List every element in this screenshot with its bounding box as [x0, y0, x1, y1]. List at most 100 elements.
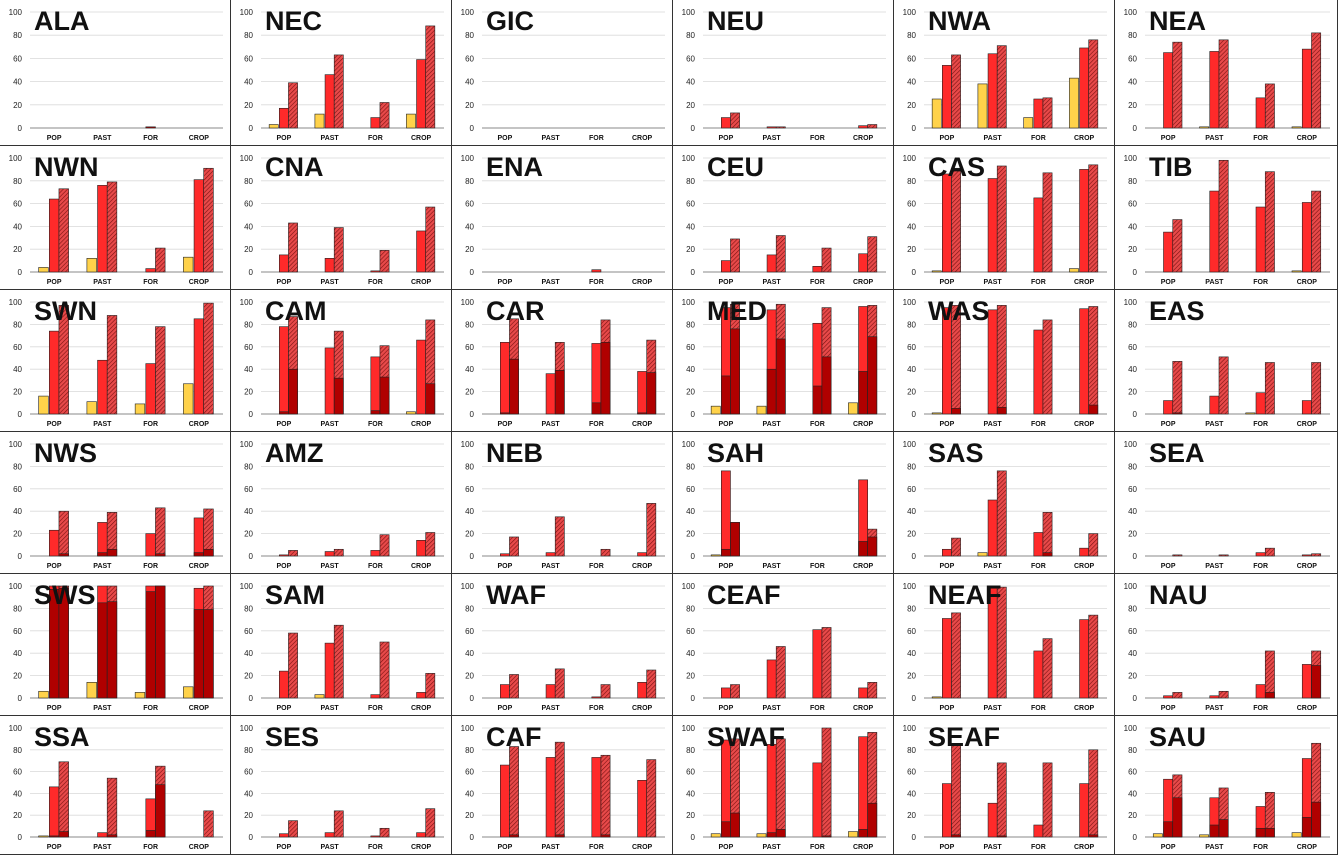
x-tick-label: PAST — [1205, 705, 1224, 712]
region-panel-nec: 0 20 40 60 80 100 POP PAST FOR CROP NEC — [231, 0, 452, 146]
bar-red — [1079, 169, 1090, 273]
bar-red — [987, 499, 998, 557]
x-tick-label: CROP — [853, 135, 874, 142]
y-tick-label: 20 — [244, 245, 253, 254]
bar-red — [48, 529, 60, 557]
bar-hatched — [509, 536, 519, 557]
bar-red — [941, 548, 952, 557]
x-tick-label: CROP — [411, 421, 432, 428]
y-tick-label: 0 — [912, 694, 917, 703]
bar-hatched — [554, 516, 565, 557]
bar-red — [48, 330, 60, 415]
y-tick-label: 60 — [244, 485, 253, 494]
y-tick-label: 100 — [9, 440, 23, 449]
y-tick-label: 80 — [1128, 31, 1137, 40]
bar-hatched-overlay — [996, 835, 1007, 838]
bar-yellow — [931, 696, 942, 699]
bar-yellow — [134, 403, 146, 415]
bar-yellow — [1023, 117, 1034, 129]
x-tick-label: PAST — [321, 421, 340, 428]
y-tick-label: 20 — [907, 811, 916, 820]
bar-hatched — [106, 777, 118, 838]
bar-hatched — [996, 762, 1007, 838]
x-tick-label: FOR — [368, 705, 383, 712]
x-tick-label: CROP — [1074, 563, 1095, 570]
bar-chart: 0 20 40 60 80 100 POP PAST FOR CROP — [461, 582, 665, 712]
y-tick-label: 80 — [244, 177, 253, 186]
x-tick-label: FOR — [368, 563, 383, 570]
bar-hatched-overlay — [867, 802, 878, 838]
bar-red-overlay — [499, 412, 510, 415]
y-tick-label: 80 — [465, 320, 474, 329]
bar-chart: 0 20 40 60 80 100 POP PAST FOR CROP — [9, 154, 223, 286]
bar-yellow — [268, 124, 279, 129]
y-tick-label: 40 — [1128, 222, 1137, 231]
region-panel-ses: 0 20 40 60 80 100 POP PAST FOR CROP SES — [231, 716, 452, 855]
bar-hatched — [730, 238, 740, 273]
bar-red — [370, 835, 381, 838]
y-tick-label: 80 — [465, 31, 474, 40]
bar-red — [1209, 695, 1220, 699]
x-tick-label: FOR — [1253, 135, 1268, 142]
x-tick-label: CROP — [411, 705, 432, 712]
bar-red-overlay — [858, 371, 869, 415]
x-tick-label: CROP — [1074, 279, 1095, 286]
y-tick-label: 80 — [1128, 462, 1137, 471]
x-tick-label: FOR — [589, 135, 604, 142]
bar-hatched-overlay — [951, 834, 961, 838]
bar-hatched-overlay — [600, 342, 611, 415]
bar-chart: 0 20 40 60 80 100 POP PAST FOR CROP — [9, 8, 223, 142]
x-tick-label: PAST — [93, 421, 112, 428]
x-tick-label: PAST — [93, 705, 112, 712]
bar-hatched — [1218, 39, 1229, 129]
x-tick-label: FOR — [810, 421, 825, 428]
bar-hatched — [203, 302, 214, 415]
x-tick-label: PAST — [763, 563, 782, 570]
y-tick-label: 100 — [9, 724, 23, 733]
bar-red — [766, 744, 777, 838]
x-tick-label: FOR — [1031, 421, 1046, 428]
y-tick-label: 80 — [907, 462, 916, 471]
x-tick-label: POP — [276, 279, 291, 286]
bar-hatched-overlay — [106, 601, 118, 699]
bar-red-overlay — [720, 375, 731, 415]
bar-red — [1301, 202, 1312, 273]
region-panel-nwa: 0 20 40 60 80 100 POP PAST FOR CROP NWA — [894, 0, 1115, 146]
bar-hatched-overlay — [730, 812, 740, 838]
y-tick-label: 60 — [1128, 627, 1137, 636]
y-tick-label: 60 — [907, 343, 916, 352]
x-tick-label: POP — [939, 279, 954, 286]
y-tick-label: 0 — [912, 268, 917, 277]
bar-red-overlay — [766, 832, 777, 838]
bar-red — [1079, 47, 1090, 129]
x-tick-label: CROP — [411, 279, 432, 286]
bar-hatched — [1264, 650, 1275, 699]
y-tick-label: 40 — [465, 365, 474, 374]
x-tick-label: FOR — [810, 563, 825, 570]
x-tick-label: POP — [939, 844, 954, 851]
bar-hatched — [1042, 512, 1053, 557]
y-tick-label: 60 — [1128, 200, 1137, 209]
y-tick-label: 0 — [18, 410, 23, 419]
bar-red — [720, 117, 731, 129]
y-tick-label: 40 — [907, 222, 916, 231]
bar-hatched — [203, 167, 214, 273]
bar-hatched — [333, 54, 344, 129]
bar-red-overlay — [591, 402, 602, 415]
bar-red — [416, 540, 427, 557]
bar-chart: 0 20 40 60 80 100 POP PAST FOR CROP — [682, 440, 886, 570]
y-tick-label: 60 — [686, 485, 695, 494]
bar-red — [858, 687, 869, 699]
bar-red — [499, 553, 510, 557]
y-tick-label: 60 — [1128, 485, 1137, 494]
x-tick-label: CROP — [189, 279, 210, 286]
y-tick-label: 40 — [907, 78, 916, 87]
bar-red — [1033, 197, 1044, 273]
region-panel-neu: 0 20 40 60 80 100 POP PAST FOR CROP NEU — [673, 0, 894, 146]
y-tick-label: 80 — [13, 320, 22, 329]
bar-red — [1255, 552, 1266, 557]
bar-red — [278, 107, 289, 129]
y-tick-label: 60 — [465, 627, 474, 636]
x-tick-label: PAST — [984, 279, 1003, 286]
x-tick-label: FOR — [143, 563, 158, 570]
